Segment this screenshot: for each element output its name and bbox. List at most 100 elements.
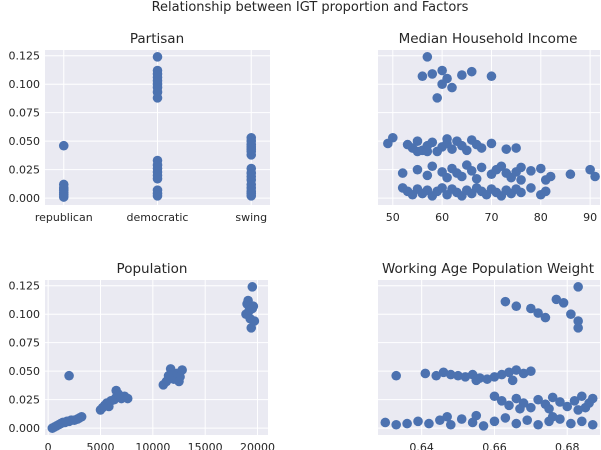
x-tick-label: 5000 <box>86 441 114 450</box>
data-point <box>152 173 163 184</box>
data-point <box>249 316 260 326</box>
figure-title: Relationship between IGT proportion and … <box>152 0 469 15</box>
data-point <box>585 164 595 175</box>
data-point <box>511 393 522 404</box>
data-point <box>516 187 526 198</box>
data-point <box>573 405 583 415</box>
data-point <box>424 418 434 429</box>
data-point <box>486 138 497 149</box>
x-tick-label: 0.66 <box>482 441 507 450</box>
y-tick-label: 0.000 <box>9 192 41 205</box>
x-tick-label: 20000 <box>240 441 275 450</box>
data-point <box>511 143 521 153</box>
data-point <box>486 71 497 82</box>
data-point <box>431 370 442 381</box>
y-tick-label: 0.075 <box>9 337 41 350</box>
data-point <box>516 162 526 173</box>
data-point <box>526 166 536 176</box>
data-point <box>422 146 433 157</box>
data-point <box>422 52 433 62</box>
data-point <box>518 368 529 379</box>
data-point <box>437 65 447 76</box>
data-point <box>453 370 463 381</box>
data-point <box>507 375 518 386</box>
data-point <box>504 367 514 378</box>
data-point <box>466 66 477 77</box>
y-tick-label: 0.050 <box>9 365 41 378</box>
data-point <box>456 414 467 424</box>
y-tick-label: 0.125 <box>9 280 41 293</box>
data-point <box>516 175 526 185</box>
partisan-panel: 0.000 0.025 0.050 0.075 0.100 0.125 republican… <box>9 31 270 224</box>
data-point <box>391 419 401 430</box>
data-point <box>526 402 536 413</box>
data-point <box>569 396 580 406</box>
data-point <box>504 400 514 411</box>
working-age-panel: 0.64 0.66 0.68 Working Age Population Weig… <box>378 261 600 450</box>
y-tick-label: 0.100 <box>9 308 41 321</box>
data-point <box>526 183 536 193</box>
x-tick-label: 60 <box>435 211 449 224</box>
data-point <box>573 323 583 333</box>
data-point <box>402 418 412 429</box>
data-point <box>427 69 438 79</box>
data-point <box>501 144 512 154</box>
data-point <box>496 369 507 380</box>
population-panel: 0.000 0.025 0.050 0.075 0.100 0.125 0 5000 10000… <box>9 261 276 450</box>
data-point <box>577 416 587 427</box>
data-point <box>540 312 551 323</box>
data-point <box>397 168 408 178</box>
data-point <box>500 296 511 307</box>
data-point <box>442 172 452 183</box>
data-point <box>435 415 445 425</box>
data-point <box>511 301 522 312</box>
data-point <box>476 162 487 173</box>
x-tick-label: 80 <box>534 211 548 224</box>
x-tick-label: 15000 <box>188 441 223 450</box>
data-point <box>417 71 428 82</box>
data-point <box>427 137 438 148</box>
data-point <box>580 402 591 413</box>
data-point <box>533 308 543 318</box>
data-point <box>511 418 522 429</box>
data-point <box>58 140 69 151</box>
data-point <box>58 192 69 202</box>
data-point <box>246 150 257 160</box>
data-point <box>152 52 163 62</box>
data-point <box>412 146 423 157</box>
data-point <box>482 374 492 384</box>
data-point <box>566 418 576 429</box>
data-point <box>565 169 576 180</box>
data-point <box>590 171 600 182</box>
data-point <box>496 161 507 172</box>
x-tick-label: 10000 <box>135 441 170 450</box>
data-point <box>445 419 456 430</box>
data-point <box>388 132 398 143</box>
data-point <box>413 416 423 427</box>
data-point <box>536 163 546 174</box>
y-tick-label: 0.025 <box>9 394 41 407</box>
data-point <box>76 411 87 422</box>
data-point <box>526 303 536 314</box>
x-tick-label: 0.68 <box>555 441 580 450</box>
data-point <box>447 82 457 93</box>
data-point <box>122 393 133 404</box>
data-point <box>547 411 558 422</box>
data-point <box>533 419 543 430</box>
data-point <box>536 189 546 200</box>
x-tick-label: democratic <box>127 211 189 224</box>
data-point <box>489 372 500 382</box>
data-point <box>445 369 456 380</box>
data-point <box>587 419 598 430</box>
data-point <box>152 93 163 103</box>
data-point <box>577 391 587 402</box>
y-tick-label: 0.000 <box>9 422 41 435</box>
working-age-title: Working Age Population Weight <box>382 261 594 277</box>
data-point <box>478 421 489 431</box>
data-point <box>515 403 525 414</box>
data-point <box>540 175 551 185</box>
data-point <box>457 171 467 182</box>
data-point <box>496 396 507 406</box>
plot-area <box>45 280 268 435</box>
